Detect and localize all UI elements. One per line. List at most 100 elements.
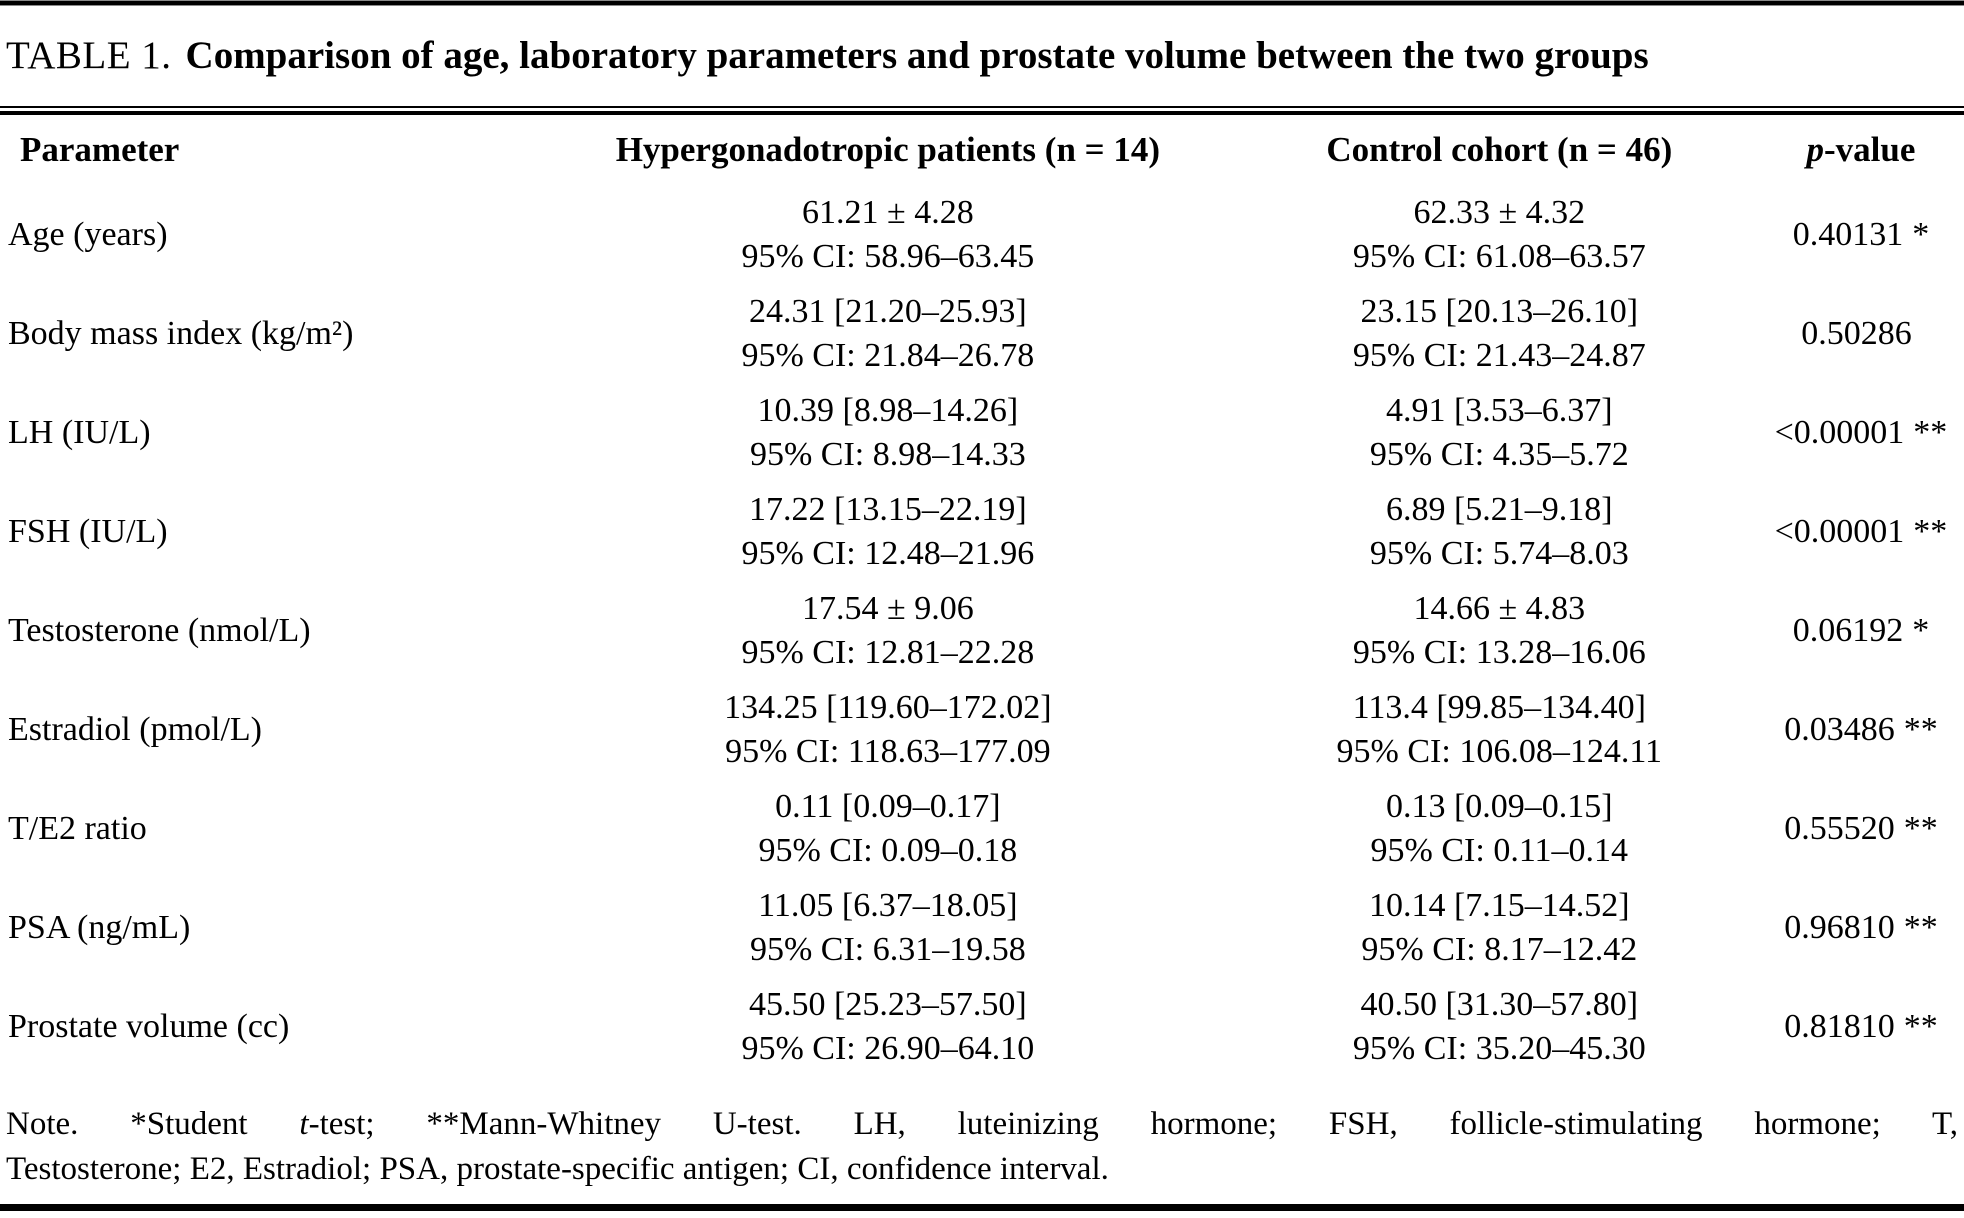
group1-value: 0.11 [0.09–0.17] — [775, 787, 1001, 825]
group1-cell: 134.25 [119.60–172.02] 95% CI: 118.63–17… — [535, 680, 1241, 779]
group1-value: 17.54 ± 9.06 — [802, 589, 974, 627]
group1-ci: 95% CI: 21.84–26.78 — [741, 336, 1035, 374]
footnote-line1: Note. *Student t-test; **Mann-Whitney U-… — [6, 1102, 1958, 1147]
table-footnote: Note. *Student t-test; **Mann-Whitney U-… — [0, 1076, 1964, 1192]
table-caption: TABLE 1. Comparison of age, laboratory pa… — [0, 0, 1964, 106]
pvalue-significance-marker: * — [1912, 611, 1930, 649]
group1-value: 24.31 [21.20–25.93] — [749, 292, 1027, 330]
group2-cell: 23.15 [20.13–26.10] 95% CI: 21.43–24.87 — [1241, 284, 1758, 383]
parameter-label: LH (IU/L) — [8, 413, 151, 451]
table-bottom-rule — [0, 1204, 1964, 1211]
pvalue-cell: <0.00001 ** — [1758, 383, 1964, 482]
group2-value: 113.4 [99.85–134.40] — [1352, 688, 1646, 726]
pvalue-number: 0.81810 — [1784, 1007, 1895, 1045]
table-row-te2-ratio: T/E2 ratio 0.11 [0.09–0.17] 95% CI: 0.09… — [0, 779, 1964, 878]
column-header-parameter: Parameter — [20, 130, 180, 169]
group1-ci: 95% CI: 12.81–22.28 — [741, 633, 1035, 671]
table-top-rule — [0, 0, 1964, 6]
group2-ci: 95% CI: 8.17–12.42 — [1361, 930, 1638, 968]
group2-cell: 4.91 [3.53–6.37] 95% CI: 4.35–5.72 — [1241, 383, 1758, 482]
pvalue-cell: 0.81810 ** — [1758, 977, 1964, 1076]
pvalue-number: 0.03486 — [1784, 710, 1895, 748]
column-header-group2: Control cohort (n = 46) — [1326, 130, 1673, 169]
footnote-line2: Testosterone; E2, Estradiol; PSA, prosta… — [6, 1151, 1109, 1187]
group1-cell: 11.05 [6.37–18.05] 95% CI: 6.31–19.58 — [535, 878, 1241, 977]
pvalue-cell: 0.55520 ** — [1758, 779, 1964, 878]
group1-cell: 45.50 [25.23–57.50] 95% CI: 26.90–64.10 — [535, 977, 1241, 1076]
table-row-lh: LH (IU/L) 10.39 [8.98–14.26] 95% CI: 8.9… — [0, 383, 1964, 482]
pvalue-significance-marker: ** — [1913, 512, 1948, 550]
column-header-pvalue: p-value — [1758, 115, 1964, 185]
group1-cell: 24.31 [21.20–25.93] 95% CI: 21.84–26.78 — [535, 284, 1241, 383]
pvalue-header-italic-p: p — [1806, 130, 1825, 169]
group1-ci: 95% CI: 58.96–63.45 — [741, 237, 1035, 275]
group1-cell: 17.54 ± 9.06 95% CI: 12.81–22.28 — [535, 581, 1241, 680]
parameter-label: Prostate volume (cc) — [8, 1007, 290, 1045]
group2-ci: 95% CI: 13.28–16.06 — [1352, 633, 1646, 671]
comparison-table: Parameter Hypergonadotropic patients (n … — [0, 115, 1964, 1076]
table-row-testosterone: Testosterone (nmol/L) 17.54 ± 9.06 95% C… — [0, 581, 1964, 680]
footnote-line1-pre: Note. *Student — [6, 1106, 300, 1142]
pvalue-significance-marker: ** — [1913, 413, 1948, 451]
pvalue-number: 0.06192 — [1792, 611, 1904, 649]
group2-cell: 62.33 ± 4.32 95% CI: 61.08–63.57 — [1241, 185, 1758, 284]
group2-value: 23.15 [20.13–26.10] — [1360, 292, 1639, 330]
pvalue-significance-marker: * — [1912, 215, 1930, 253]
table-number-label: TABLE 1. — [6, 34, 172, 77]
group1-ci: 95% CI: 6.31–19.58 — [749, 930, 1026, 968]
group1-value: 11.05 [6.37–18.05] — [758, 886, 1018, 924]
parameter-label: T/E2 ratio — [8, 809, 147, 847]
pvalue-number: <0.00001 — [1774, 413, 1905, 451]
pvalue-number: 0.40131 — [1792, 215, 1904, 253]
group2-cell: 10.14 [7.15–14.52] 95% CI: 8.17–12.42 — [1241, 878, 1758, 977]
table-row-psa: PSA (ng/mL) 11.05 [6.37–18.05] 95% CI: 6… — [0, 878, 1964, 977]
group2-value: 4.91 [3.53–6.37] — [1385, 391, 1613, 429]
table-row-prostate-volume: Prostate volume (cc) 45.50 [25.23–57.50]… — [0, 977, 1964, 1076]
group2-ci: 95% CI: 5.74–8.03 — [1369, 534, 1629, 572]
footnote-italic-t: t — [299, 1106, 309, 1142]
header-top-double-rule — [0, 106, 1964, 115]
group1-cell: 17.22 [13.15–22.19] 95% CI: 12.48–21.96 — [535, 482, 1241, 581]
pvalue-number: 0.50286 — [1801, 314, 1912, 352]
pvalue-number: 0.96810 — [1784, 908, 1895, 946]
group2-value: 10.14 [7.15–14.52] — [1368, 886, 1630, 924]
group1-cell: 0.11 [0.09–0.17] 95% CI: 0.09–0.18 — [535, 779, 1241, 878]
group1-value: 134.25 [119.60–172.02] — [724, 688, 1052, 726]
group1-ci: 95% CI: 118.63–177.09 — [725, 732, 1051, 770]
column-header-group1: Hypergonadotropic patients (n = 14) — [615, 130, 1161, 169]
table-header-row: Parameter Hypergonadotropic patients (n … — [0, 115, 1964, 185]
group2-value: 6.89 [5.21–9.18] — [1385, 490, 1613, 528]
pvalue-significance-marker: ** — [1903, 809, 1938, 847]
group2-value: 0.13 [0.09–0.15] — [1385, 787, 1613, 825]
group2-ci: 95% CI: 0.11–0.14 — [1370, 831, 1629, 869]
group2-ci: 95% CI: 106.08–124.11 — [1336, 732, 1663, 770]
group2-ci: 95% CI: 61.08–63.57 — [1352, 237, 1646, 275]
pvalue-significance-marker: ** — [1903, 908, 1938, 946]
group1-ci: 95% CI: 26.90–64.10 — [741, 1029, 1035, 1067]
table-row-estradiol: Estradiol (pmol/L) 134.25 [119.60–172.02… — [0, 680, 1964, 779]
group2-cell: 0.13 [0.09–0.15] 95% CI: 0.11–0.14 — [1241, 779, 1758, 878]
table-title-text: Comparison of age, laboratory parameters… — [185, 34, 1649, 77]
parameter-label: Testosterone (nmol/L) — [8, 611, 311, 649]
pvalue-cell: 0.40131 * — [1758, 185, 1964, 284]
pvalue-number: <0.00001 — [1774, 512, 1905, 550]
pvalue-significance-marker: ** — [1903, 710, 1938, 748]
group2-value: 62.33 ± 4.32 — [1413, 193, 1586, 231]
group2-ci: 95% CI: 21.43–24.87 — [1352, 336, 1646, 374]
pvalue-header-rest: -value — [1824, 130, 1916, 169]
group2-cell: 40.50 [31.30–57.80] 95% CI: 35.20–45.30 — [1241, 977, 1758, 1076]
group2-cell: 14.66 ± 4.83 95% CI: 13.28–16.06 — [1241, 581, 1758, 680]
pvalue-cell: 0.03486 ** — [1758, 680, 1964, 779]
group1-ci: 95% CI: 12.48–21.96 — [741, 534, 1035, 572]
group2-cell: 113.4 [99.85–134.40] 95% CI: 106.08–124.… — [1241, 680, 1758, 779]
table-row-fsh: FSH (IU/L) 17.22 [13.15–22.19] 95% CI: 1… — [0, 482, 1964, 581]
footnote-line1-post: -test; **Mann-Whitney U-test. LH, lutein… — [308, 1106, 1958, 1142]
group1-cell: 10.39 [8.98–14.26] 95% CI: 8.98–14.33 — [535, 383, 1241, 482]
group2-cell: 6.89 [5.21–9.18] 95% CI: 5.74–8.03 — [1241, 482, 1758, 581]
group2-value: 14.66 ± 4.83 — [1413, 589, 1586, 627]
parameter-label: Body mass index (kg/m²) — [8, 314, 354, 352]
pvalue-cell: 0.50286 — [1758, 284, 1964, 383]
pvalue-cell: 0.96810 ** — [1758, 878, 1964, 977]
group1-ci: 95% CI: 0.09–0.18 — [758, 831, 1018, 869]
